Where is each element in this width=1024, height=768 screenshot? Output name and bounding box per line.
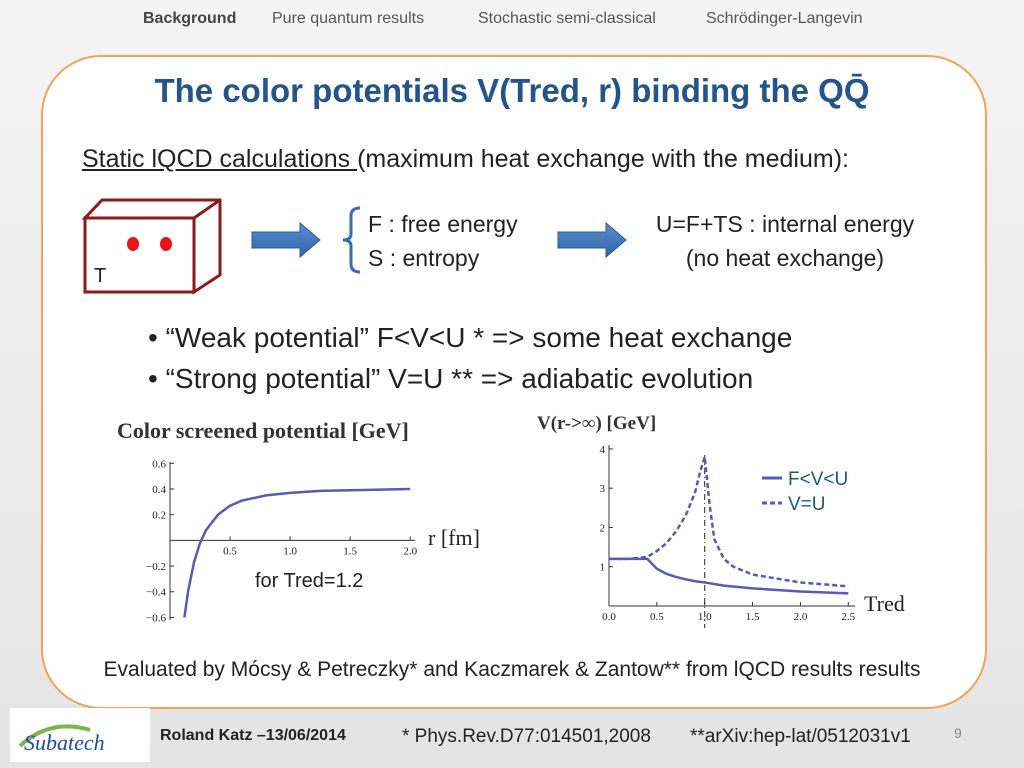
nav-item[interactable]: Pure quantum results [272, 10, 425, 27]
y-tick-label: −0.4 [146, 587, 166, 599]
arrow [557, 221, 627, 259]
intro-rest: (maximum heat exchange with the medium): [357, 145, 849, 173]
y-tick-label: 2 [600, 522, 606, 534]
nav-item[interactable]: Stochastic semi-classical [478, 10, 656, 27]
y-tick-label: −0.6 [146, 612, 166, 624]
nav-item[interactable]: Background [143, 10, 237, 27]
y-tick-label: 3 [600, 483, 606, 495]
intro: Static lQCD calculations (maximum heat e… [82, 140, 852, 178]
bullet: • “Strong potential” V=U ** => adiabatic… [148, 363, 754, 394]
x-tick-label: 2.5 [841, 611, 855, 623]
x-tick-label: 1.0 [283, 545, 297, 557]
footnote: Evaluated by Mócsy & Petreczky* and Kacz… [103, 658, 921, 681]
y-tick-label: 0.2 [152, 510, 166, 522]
x-tick-label: 0.5 [223, 545, 237, 557]
series-line [609, 557, 849, 595]
legend-label: V=U [788, 494, 826, 515]
bullet-text: “Weak potential” F<V<U * => some heat ex… [165, 322, 793, 353]
bullet: • “Weak potential” F<V<U * => some heat … [148, 322, 793, 353]
bullet-text: “Strong potential” V=U ** => adiabatic e… [165, 363, 754, 394]
y-tick-label: 4 [600, 444, 606, 456]
annotation: for Tred=1.2 [255, 570, 363, 592]
legend-label: F<V<U [788, 469, 848, 490]
x-tick-label: 1.5 [343, 545, 357, 557]
y-tick-label: 0.6 [152, 458, 166, 470]
arrow [251, 221, 321, 259]
logo: Subatech [10, 708, 150, 762]
free-energy: F : free energy [368, 211, 518, 237]
box-front [83, 216, 196, 294]
logo-text: Subatech [24, 730, 105, 755]
plot-title: Color screened potential [GeV] [117, 418, 409, 443]
author: Roland Katz –13/06/2014 [160, 727, 346, 744]
y-tick-label: 1 [600, 562, 606, 574]
y-tick-label: 0.4 [152, 484, 166, 496]
y-tick-label: −0.2 [146, 561, 166, 573]
x-tick-label: 2.0 [794, 611, 808, 623]
intro-underlined: Static lQCD calculations [82, 145, 358, 173]
x-axis-label: Tred [864, 591, 905, 616]
series-line [609, 456, 849, 588]
plot-title: V(r->∞) [GeV] [537, 413, 656, 434]
x-tick-label: 1.5 [746, 611, 760, 623]
page-number: 9 [954, 725, 962, 741]
logo-swoosh [18, 724, 91, 748]
internal-energy: U=F+TS : internal energy [655, 211, 915, 237]
nav-item[interactable]: Schrödinger-Langevin [706, 10, 863, 27]
quark [160, 237, 172, 251]
quark [127, 237, 139, 251]
x-tick-label: 0.0 [602, 611, 616, 623]
box-edge [193, 198, 221, 220]
note: (no heat exchange) [685, 245, 885, 271]
x-tick-label: 2.0 [403, 545, 417, 557]
entropy: S : entropy [368, 245, 480, 271]
reference: * Phys.Rev.D77:014501,2008 [402, 726, 651, 747]
series-line [183, 487, 411, 618]
reference: **arXiv:hep-lat/0512031v1 [690, 726, 911, 747]
slide-title: The color potentials V(Tred, r) binding … [154, 72, 870, 109]
box-label: T [94, 265, 107, 287]
brace [342, 206, 361, 274]
x-axis-label: r [fm] [428, 525, 480, 550]
content-frame [41, 55, 987, 709]
x-tick-label: 0.5 [650, 611, 664, 623]
